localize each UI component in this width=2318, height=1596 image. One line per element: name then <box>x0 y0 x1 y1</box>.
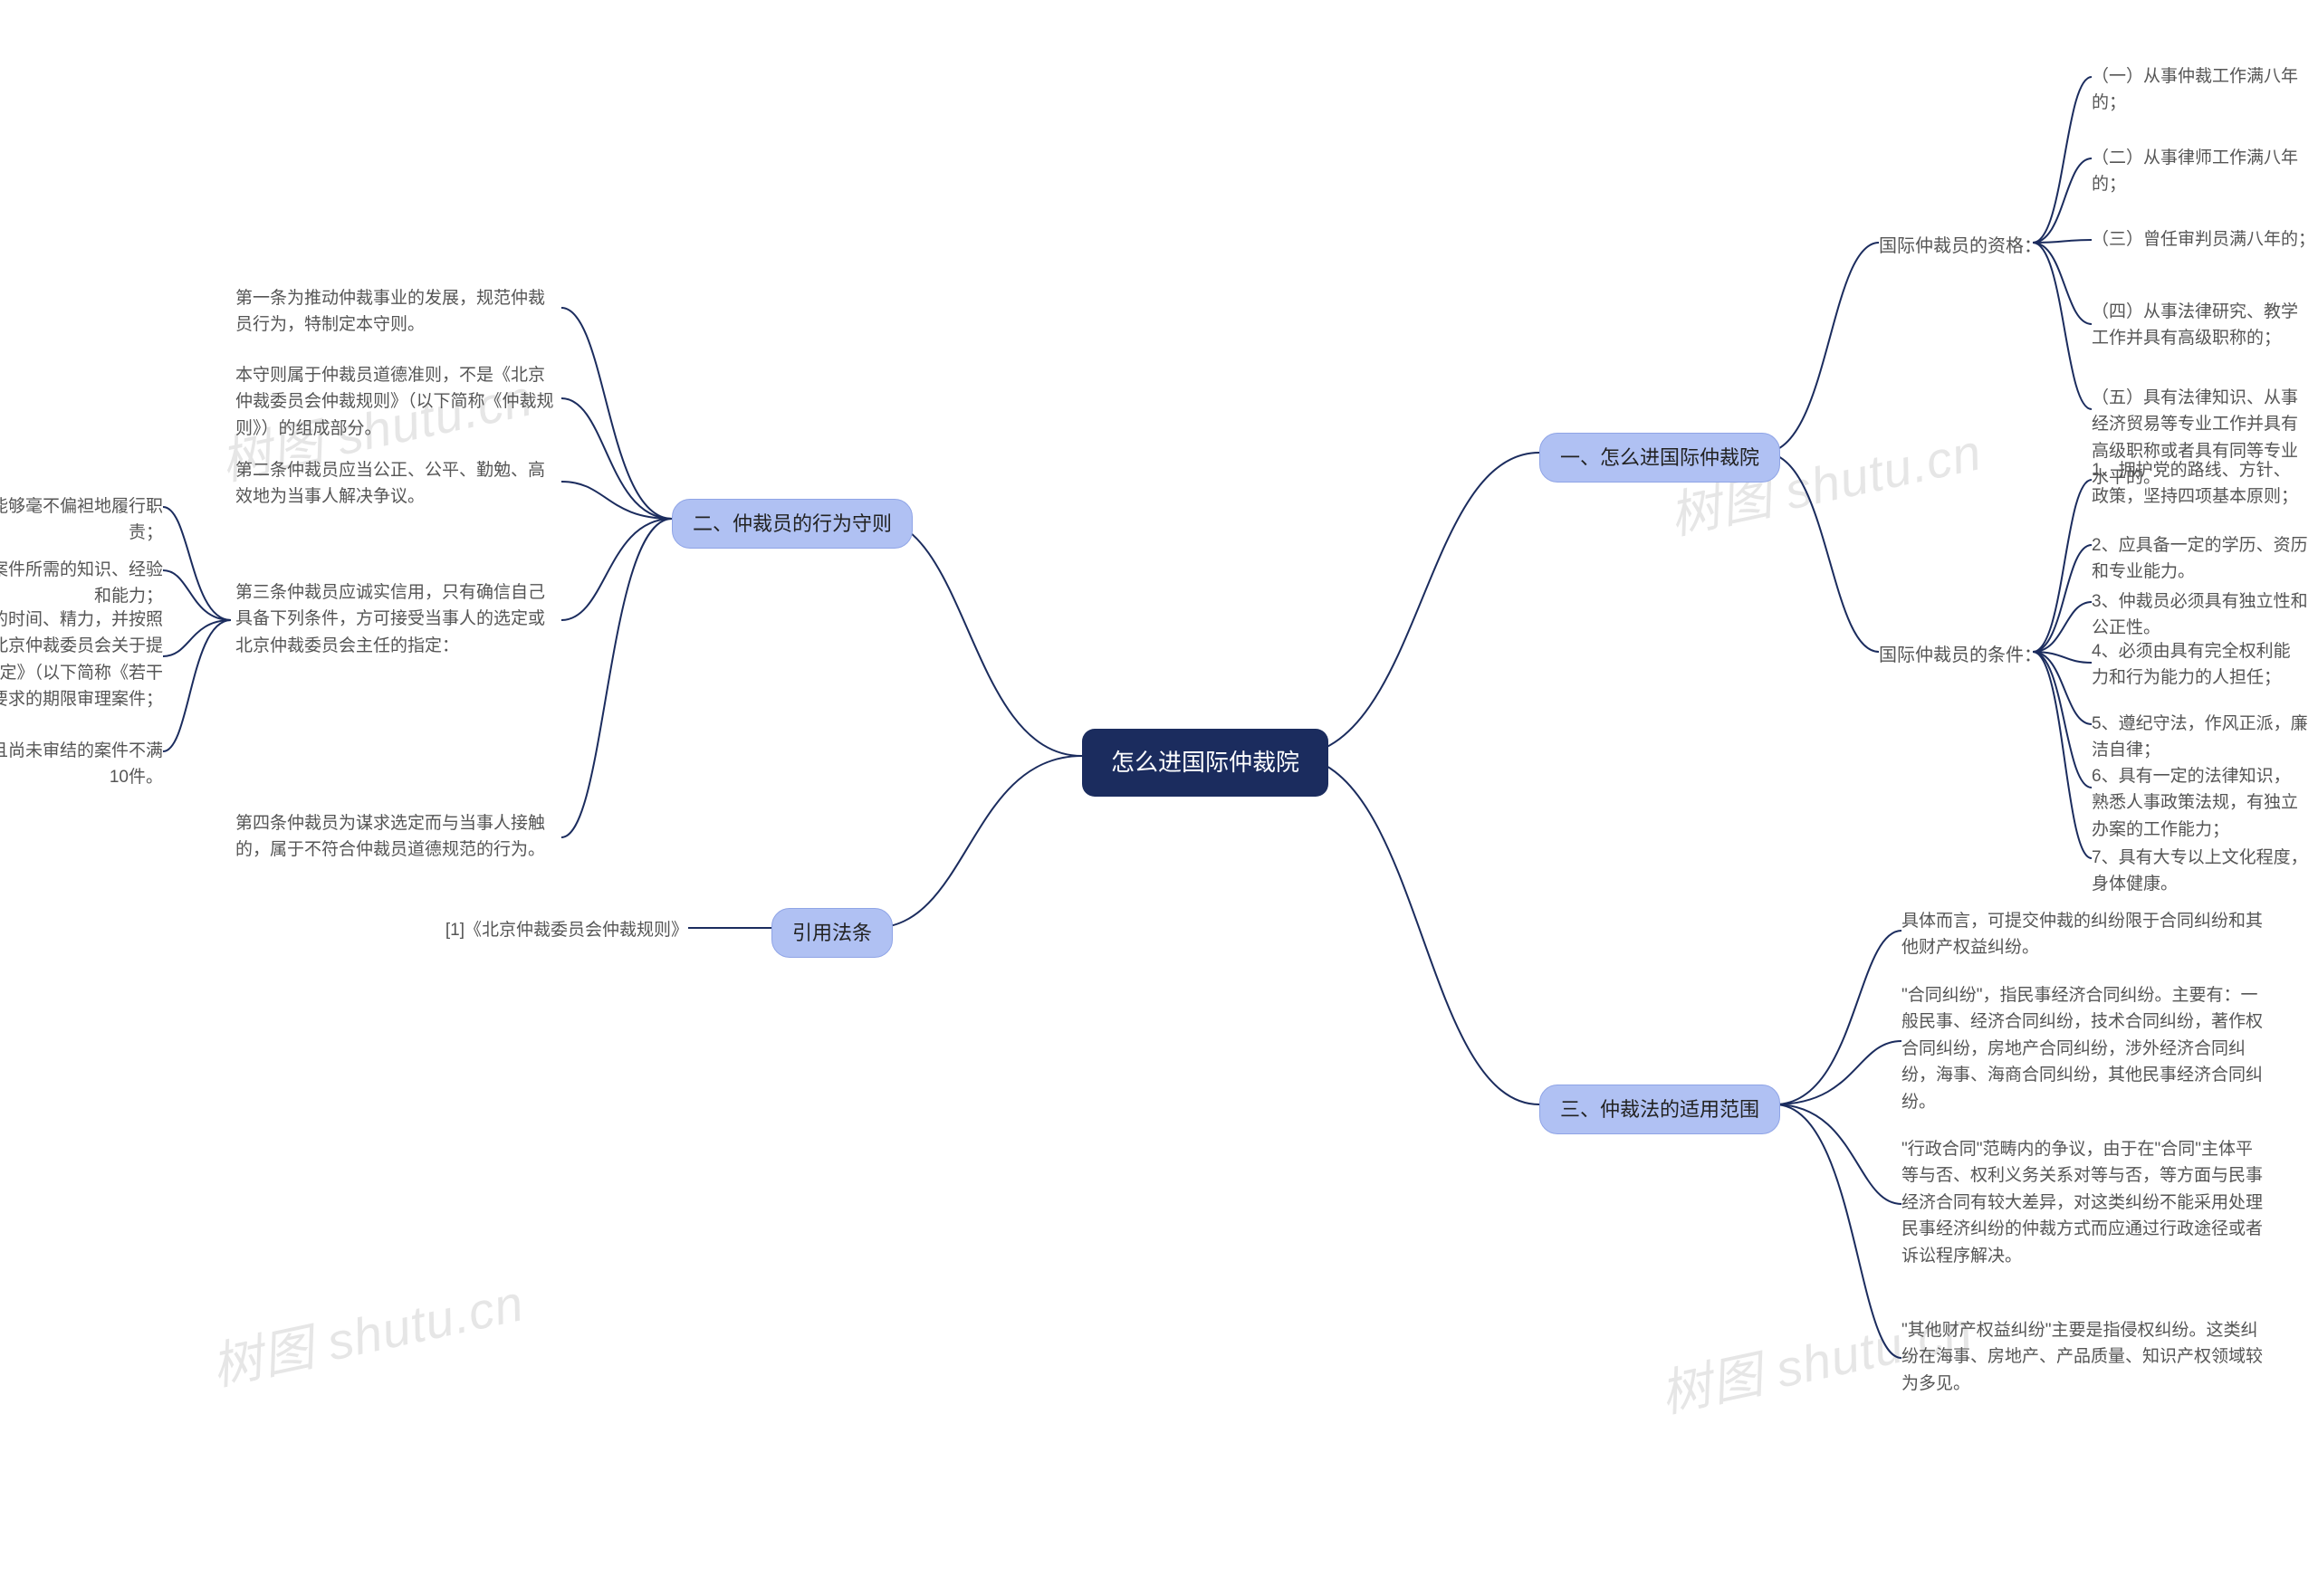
leaf: 6、具有一定的法律知识，熟悉人事政策法规，有独立办案的工作能力； <box>2092 763 2300 843</box>
branch-ref: 引用法条 <box>771 908 893 958</box>
leaf: 第一条为推动仲裁事业的发展，规范仲裁员行为，特制定本守则。 <box>235 285 561 339</box>
leaf: 1、拥护党的路线、方针、政策，坚持四项基本原则； <box>2092 457 2300 511</box>
leaf: "合同纠纷"，指民事经济合同纠纷。主要有：一般民事、经济合同纠纷，技术合同纠纷，… <box>1901 982 2264 1115</box>
branch-1-sub-1: 国际仲裁员的资格： <box>1879 229 2042 263</box>
mindmap-canvas: 树图 shutu.cn 树图 shutu.cn 树图 shutu.cn 树图 s… <box>0 0 2318 1596</box>
leaf: 3、仲裁员必须具有独立性和公正性。 <box>2092 588 2318 642</box>
leaf: [1]《北京仲裁委员会仲裁规则》 <box>444 917 688 943</box>
leaf: （二）从事律师工作满八年的； <box>2092 145 2318 198</box>
leaf: （一）从事仲裁工作满八年的； <box>2092 63 2318 117</box>
center-node: 怎么进国际仲裁院 <box>1082 729 1328 797</box>
leaf: 1、能够毫不偏袒地履行职责； <box>0 493 163 547</box>
branch-1-sub-2: 国际仲裁员的条件： <box>1879 638 2042 673</box>
leaf: "其他财产权益纠纷"主要是指侵权纠纷。这类纠纷在海事、房地产、产品质量、知识产权… <box>1901 1317 2264 1397</box>
leaf: （三）曾任审判员满八年的； <box>2092 226 2315 253</box>
leaf: 2、应具备一定的学历、资历和专业能力。 <box>2092 532 2318 586</box>
leaf: 3、能够付出相应的时间、精力，并按照《仲裁规则》与《北京仲裁委员会关于提高仲裁效… <box>0 607 163 713</box>
leaf: 4、参与审理且尚未审结的案件不满10件。 <box>0 738 163 791</box>
watermark: 树图 shutu.cn <box>204 1262 529 1400</box>
leaf: （四）从事法律研究、教学工作并具有高级职称的； <box>2092 299 2300 352</box>
leaf: 本守则属于仲裁员道德准则，不是《北京仲裁委员会仲裁规则》（以下简称《仲裁规则》）… <box>235 362 561 442</box>
branch-1: 一、怎么进国际仲裁院 <box>1539 433 1780 483</box>
leaf: 5、遵纪守法，作风正派，廉洁自律； <box>2092 711 2318 764</box>
branch-2: 二、仲裁员的行为守则 <box>672 499 913 549</box>
leaf: 具体而言，可提交仲裁的纠纷限于合同纠纷和其他财产权益纠纷。 <box>1901 908 2264 961</box>
leaf: "行政合同"范畴内的争议，由于在"合同"主体平等与否、权利义务关系对等与否，等方… <box>1901 1136 2264 1269</box>
branch-3: 三、仲裁法的适用范围 <box>1539 1085 1780 1134</box>
leaf: 2、具有解决案件所需的知识、经验和能力； <box>0 557 163 610</box>
leaf: 4、必须由具有完全权利能力和行为能力的人担任； <box>2092 638 2300 692</box>
leaf: 第二条仲裁员应当公正、公平、勤勉、高效地为当事人解决争议。 <box>235 457 561 511</box>
leaf: 7、具有大专以上文化程度，身体健康。 <box>2092 845 2318 898</box>
leaf: 第四条仲裁员为谋求选定而与当事人接触的，属于不符合仲裁员道德规范的行为。 <box>235 810 561 864</box>
branch-2-item-3: 第三条仲裁员应诚实信用，只有确信自己具备下列条件，方可接受当事人的选定或北京仲裁… <box>235 579 561 659</box>
